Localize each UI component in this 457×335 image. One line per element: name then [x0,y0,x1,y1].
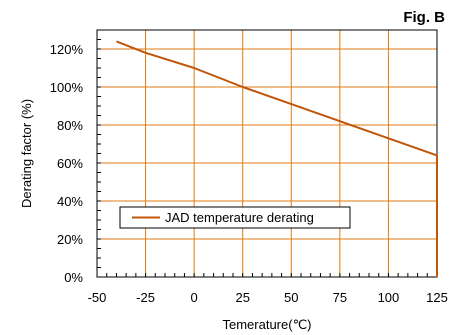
y-tick-labels: 0% 20% 40% 60% 80% 100% 120% [50,42,84,285]
x-tick-label: 75 [333,290,347,305]
legend-label: JAD temperature derating [165,210,314,225]
series-line [116,40,438,277]
plot-frame [96,29,438,278]
x-tick-label: 25 [235,290,249,305]
grid-lines [97,30,437,277]
y-tick-label: 20% [57,232,83,247]
figure-label: Fig. B [403,9,445,26]
y-tick-label: 120% [50,42,84,57]
legend: JAD temperature derating [119,206,351,229]
x-tick-label: 50 [284,290,298,305]
x-tick-label: 100 [378,290,400,305]
y-tick-label: 80% [57,118,83,133]
series-layer [116,40,438,277]
y-tick-label: 0% [64,270,83,285]
x-tick-label: -25 [136,290,155,305]
x-tick-labels: -50 -25 0 25 50 75 100 125 [88,290,448,305]
y-axis-label: Derating factor (%) [19,99,34,208]
legend-box [119,206,351,229]
y-tick-label: 100% [50,80,84,95]
x-tick-label: -50 [88,290,107,305]
minor-ticks [96,29,438,278]
y-tick-label: 60% [57,156,83,171]
x-tick-label: 125 [426,290,448,305]
x-axis-label: Temerature(℃) [222,317,311,332]
x-tick-label: 0 [191,290,198,305]
y-tick-label: 40% [57,194,83,209]
